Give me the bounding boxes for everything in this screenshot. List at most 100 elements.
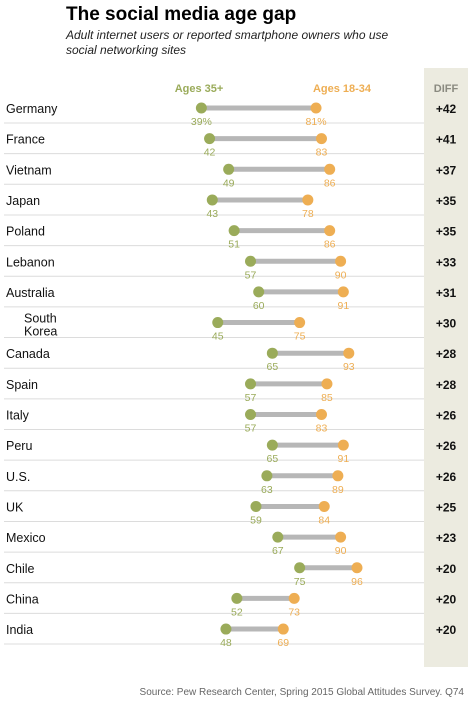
- country-label: UK: [6, 500, 24, 514]
- diff-value: +28: [436, 347, 457, 361]
- value-label-younger: 89: [332, 484, 344, 496]
- value-label-younger: 91: [337, 453, 349, 465]
- diff-header: DIFF: [434, 83, 459, 95]
- value-label-older: 43: [206, 208, 218, 220]
- diff-value: +35: [436, 225, 457, 239]
- value-label-younger: 85: [321, 392, 333, 404]
- country-label: Peru: [6, 439, 32, 453]
- chart-title: The social media age gap: [66, 4, 297, 25]
- value-label-younger: 84: [318, 514, 330, 526]
- country-label: Mexico: [6, 531, 46, 545]
- dot-older: [204, 133, 216, 145]
- diff-value: +20: [436, 592, 457, 606]
- value-label-younger: 81%: [306, 116, 327, 128]
- diff-value: +26: [436, 439, 457, 453]
- diff-value: +20: [436, 623, 457, 637]
- value-label-younger: 75: [294, 331, 306, 343]
- dot-younger: [335, 255, 347, 267]
- dot-older: [231, 592, 243, 604]
- country-label: Germany: [6, 102, 58, 116]
- value-label-older: 67: [272, 545, 284, 557]
- value-label-older: 42: [204, 147, 216, 159]
- chart-subtitle: Adult internet users or reported smartph…: [66, 28, 389, 57]
- value-label-younger: 73: [288, 606, 300, 618]
- dot-younger: [337, 439, 349, 451]
- dot-older: [206, 194, 218, 206]
- dot-older: [245, 255, 257, 267]
- country-label: Italy: [6, 409, 30, 423]
- value-label-younger: 90: [335, 545, 347, 557]
- diff-value: +20: [436, 562, 457, 576]
- country-label: Chile: [6, 562, 35, 576]
- dot-older: [253, 286, 265, 298]
- country-label: Poland: [6, 225, 45, 239]
- dot-younger: [294, 317, 306, 329]
- value-label-older: 49: [223, 177, 235, 189]
- value-label-older: 59: [250, 514, 262, 526]
- dot-older: [294, 562, 306, 574]
- value-label-older: 60: [253, 300, 265, 312]
- dot-younger: [337, 286, 349, 298]
- value-label-younger: 69: [277, 637, 289, 649]
- value-label-younger: 90: [335, 269, 347, 281]
- dot-younger: [335, 531, 347, 543]
- dot-younger: [318, 500, 330, 512]
- dot-older: [245, 409, 257, 420]
- diff-value: +26: [436, 470, 457, 484]
- value-label-younger: 86: [324, 177, 336, 189]
- diff-value: +31: [436, 286, 457, 300]
- diff-value: +23: [436, 531, 457, 545]
- value-label-younger: 91: [337, 300, 349, 312]
- value-label-younger: 83: [316, 147, 328, 159]
- value-label-younger: 78: [302, 208, 314, 220]
- dot-younger: [351, 562, 363, 574]
- dot-younger: [310, 102, 322, 114]
- source-note: Source: Pew Research Center, Spring 2015…: [139, 687, 464, 698]
- value-label-younger: 86: [324, 239, 336, 251]
- value-label-older: 48: [220, 637, 232, 649]
- dot-older: [272, 531, 284, 543]
- dot-older: [266, 439, 278, 451]
- value-label-older: 75: [294, 576, 306, 588]
- dot-older: [228, 225, 240, 237]
- dot-younger: [315, 133, 327, 145]
- value-label-older: 65: [267, 453, 279, 465]
- diff-value: +42: [436, 102, 457, 116]
- diff-value: +30: [436, 317, 457, 331]
- dot-older: [212, 317, 224, 329]
- value-label-younger: 96: [351, 576, 363, 588]
- country-label: India: [6, 623, 33, 637]
- value-label-older: 52: [231, 606, 243, 618]
- diff-value: +33: [436, 255, 457, 269]
- dot-older: [220, 623, 232, 635]
- dot-younger: [343, 347, 355, 359]
- diff-value: +41: [436, 133, 457, 147]
- country-label: Japan: [6, 194, 40, 208]
- country-label: France: [6, 133, 45, 147]
- dot-younger: [324, 163, 336, 175]
- dot-younger: [324, 225, 336, 237]
- value-label-younger: 93: [343, 361, 355, 373]
- dot-older: [195, 102, 207, 114]
- dot-older: [245, 378, 257, 390]
- value-label-older: 57: [245, 269, 257, 281]
- dot-younger: [332, 470, 344, 482]
- diff-value: +25: [436, 500, 457, 514]
- country-label: China: [6, 592, 39, 606]
- diff-value: +37: [436, 163, 457, 177]
- value-label-older: 63: [261, 484, 273, 496]
- legend-younger: Ages 18-34: [313, 83, 372, 95]
- country-label: Canada: [6, 347, 50, 361]
- value-label-younger: 83: [316, 423, 328, 435]
- dot-older: [266, 347, 278, 359]
- dot-younger: [288, 592, 300, 604]
- legend-older: Ages 35+: [175, 83, 224, 95]
- value-label-older: 45: [212, 331, 224, 343]
- diff-value: +26: [436, 409, 457, 423]
- diff-value: +35: [436, 194, 457, 208]
- dot-older: [261, 470, 273, 482]
- value-label-older: 57: [245, 423, 257, 435]
- country-label: Vietnam: [6, 163, 52, 177]
- diff-column-background: [424, 68, 468, 667]
